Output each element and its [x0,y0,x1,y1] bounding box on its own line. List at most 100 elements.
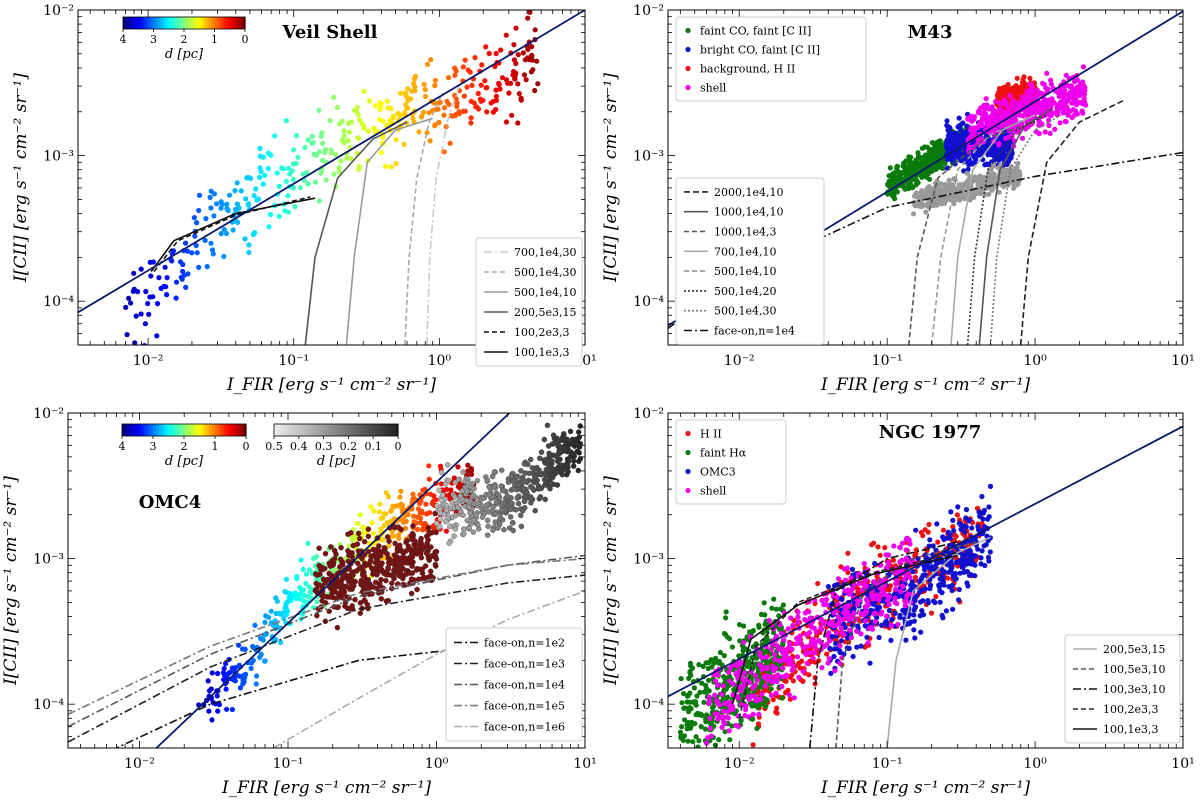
scatter-point [359,555,365,562]
scatter-point [272,133,278,139]
scatter-point [972,154,978,160]
scatter-point [951,201,957,207]
scatter-point [699,680,705,686]
scatter-point [427,509,433,516]
scatter-point [469,480,476,487]
colorbar-tick-label: 0 [395,440,402,453]
scatter-point [963,507,970,513]
scatter-point [1021,74,1027,80]
scatter-point [356,535,363,542]
scatter-point [220,670,226,676]
scatter-point [372,103,378,109]
scatter-point [503,119,510,125]
scatter-point [468,466,474,472]
scatter-point [468,115,474,121]
scatter-point [383,490,389,496]
scatter-point [515,500,522,507]
legend-label: face-on,n=1e3 [484,658,565,671]
scatter-point [330,573,336,579]
scatter-point [403,518,409,524]
scatter-point [894,163,901,169]
scatter-point [367,584,374,590]
scatter-point [799,658,805,664]
scatter-point [380,515,386,521]
y-tick-label: 10⁻⁴ [43,294,74,310]
scatter-point [283,606,289,612]
scatter-point [923,209,929,215]
scatter-point [828,670,834,677]
scatter-point [374,552,380,558]
scatter-point [537,494,544,500]
scatter-point [371,508,377,514]
scatter-point [131,270,137,276]
scatter-point [357,600,364,606]
scatter-point [944,165,950,171]
scatter-point [267,211,274,218]
scatter-point [1012,106,1018,113]
scatter-point [385,494,391,500]
scatter-point [780,602,787,608]
scatter-point [412,88,418,94]
scatter-point [148,273,154,279]
scatter-point [1019,135,1026,141]
scatter-point [1014,75,1020,81]
scatter-point [1064,97,1070,103]
colorbar: 4 3 2 1 0d [pc] [119,423,250,469]
scatter-point [319,598,325,604]
scatter-point [410,491,416,497]
scatter-point [225,670,231,677]
scatter-point [319,130,325,136]
scatter-point [394,503,401,509]
scatter-point [362,598,368,604]
scatter-point [897,172,903,178]
scatter-point [981,102,987,108]
scatter-point [1080,79,1086,85]
scatter-point [1070,106,1076,113]
model-legend: face-on,n=1e2face-on,n=1e3face-on,n=1e4f… [445,627,583,742]
scatter-point [886,607,893,614]
scatter-point [831,653,837,660]
scatter-point [357,512,363,518]
scatter-point [944,575,951,581]
scatter-point [297,591,303,597]
scatter-point [1007,93,1013,99]
scatter-point [752,702,758,709]
scatter-point [368,504,374,510]
scatter-point [944,145,950,151]
x-tick-label: 10⁰ [425,756,449,772]
scatter-point [223,661,229,667]
scatter-point [947,531,953,538]
scatter-point [513,507,519,513]
scatter-point [398,488,404,494]
scatter-point [405,86,411,92]
scatter-point [414,586,420,593]
scatter-point [346,129,352,135]
scatter-point [750,665,756,671]
scatter-point [415,506,422,512]
scatter-point [493,499,500,505]
scatter-point [515,52,521,58]
scatter-point [814,633,820,639]
scatter-point [397,542,403,549]
scatter-point [389,580,395,586]
panel-title: Veil Shell [282,22,378,43]
scatter-point [1015,181,1021,187]
scatter-point [987,549,993,555]
scatter-point [749,655,755,661]
scatter-point [913,527,919,533]
scatter-point [203,216,209,222]
y-axis-label: I[CII] [erg s⁻¹ cm⁻² sr⁻¹] [601,73,621,283]
scatter-point [547,452,553,459]
scatter-point [442,518,449,525]
scatter-point [300,598,307,604]
scatter-point [263,631,270,637]
scatter-point [497,514,503,521]
scatter-point [386,538,392,544]
scatter-point [424,61,431,67]
scatter-point [561,437,567,444]
scatter-point [504,493,511,499]
scatter-point [712,742,719,748]
scatter-point [554,482,561,488]
scatter-point [125,351,130,356]
scatter-point [685,738,691,744]
